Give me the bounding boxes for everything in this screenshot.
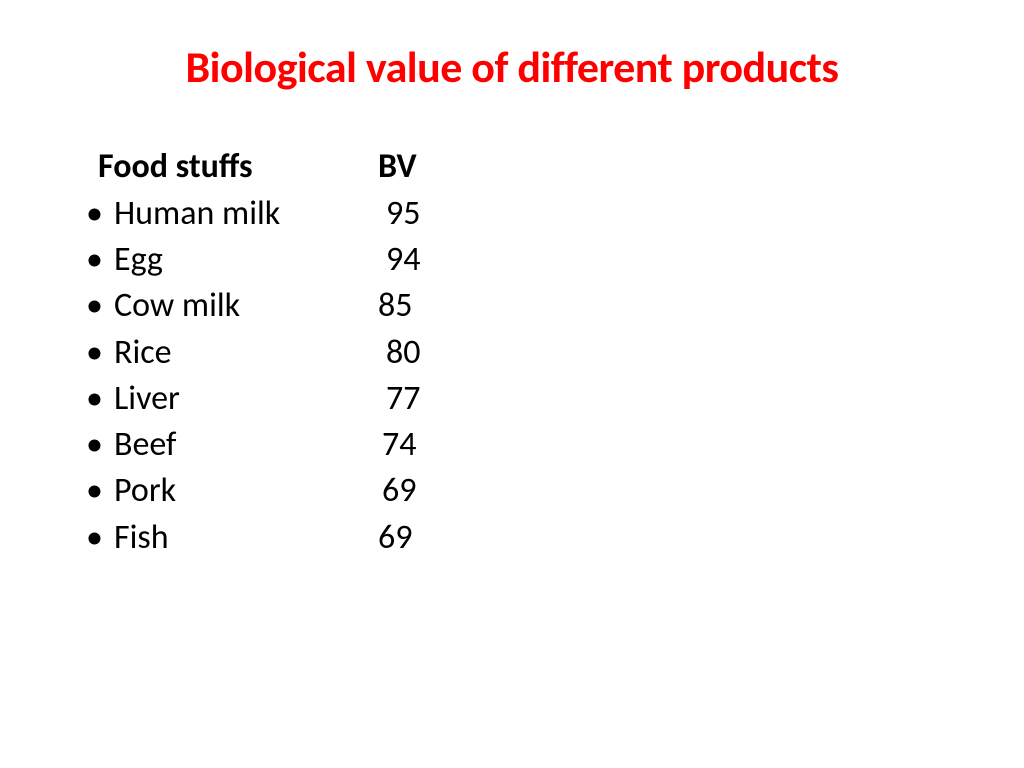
slide-content: Food stuffs BV •Human milk95•Egg94•Cow m… xyxy=(70,146,954,561)
bullet-icon: • xyxy=(78,515,114,561)
bv-value: 69 xyxy=(378,515,468,561)
food-name: Pork xyxy=(114,468,378,514)
slide: Biological value of different products F… xyxy=(0,0,1024,768)
food-name: Beef xyxy=(114,422,378,468)
food-name: Egg xyxy=(114,237,378,283)
list-item: •Egg94 xyxy=(78,237,954,283)
list-item: •Human milk95 xyxy=(78,191,954,237)
list-item: •Rice80 xyxy=(78,330,954,376)
bv-value: 77 xyxy=(378,376,468,422)
bullet-icon: • xyxy=(78,468,114,514)
food-name: Rice xyxy=(114,330,378,376)
bv-value: 74 xyxy=(378,422,468,468)
bv-value: 95 xyxy=(378,191,468,237)
col-header-bv: BV xyxy=(378,146,468,187)
food-name: Cow milk xyxy=(114,283,378,329)
col-header-food: Food stuffs xyxy=(98,146,378,187)
data-list: •Human milk95•Egg94•Cow milk85•Rice80•Li… xyxy=(78,191,954,561)
list-item: • Pork69 xyxy=(78,468,954,514)
bv-value: 80 xyxy=(378,330,468,376)
bullet-icon: • xyxy=(78,422,114,468)
table-header: Food stuffs BV xyxy=(78,146,954,187)
bv-value: 94 xyxy=(378,237,468,283)
bullet-icon: • xyxy=(78,191,114,237)
list-item: •Cow milk85 xyxy=(78,283,954,329)
list-item: •Liver77 xyxy=(78,376,954,422)
food-name: Human milk xyxy=(114,191,378,237)
food-name: Liver xyxy=(114,376,378,422)
bullet-icon: • xyxy=(78,283,114,329)
bullet-icon: • xyxy=(78,330,114,376)
list-item: •Beef74 xyxy=(78,422,954,468)
bullet-icon: • xyxy=(78,376,114,422)
bv-value: 85 xyxy=(378,283,468,329)
bv-value: 69 xyxy=(378,468,468,514)
slide-title: Biological value of different products xyxy=(70,40,954,94)
food-name: Fish xyxy=(114,515,378,561)
bullet-icon: • xyxy=(78,237,114,283)
list-item: •Fish69 xyxy=(78,515,954,561)
